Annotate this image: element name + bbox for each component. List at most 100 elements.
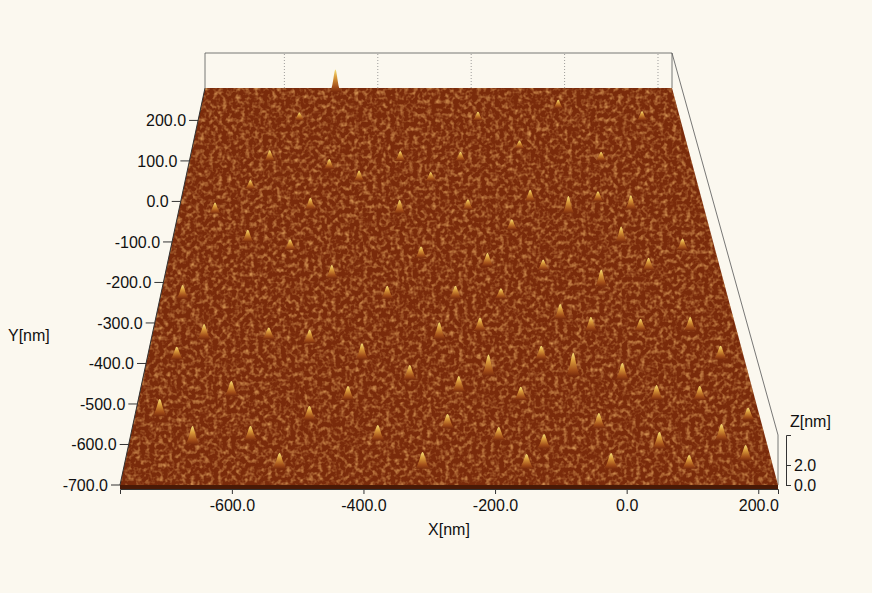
peak [493,288,508,298]
peak [293,112,306,120]
peak [691,386,708,400]
peak [340,386,357,400]
y-tick-mark [180,160,189,161]
x-tick: -600.0 [210,489,255,514]
peak [648,385,665,400]
peak [633,319,649,331]
y-tick-label: -200.0 [106,274,151,291]
peak [352,170,366,181]
surface-texture [120,88,778,485]
surface-edge [120,485,778,489]
peak [651,432,669,449]
peak [184,426,201,444]
z-axis-title: Z[nm] [790,413,831,430]
peak [552,304,568,319]
peak [431,322,447,339]
peak [480,253,495,266]
surface [120,88,778,485]
z-tick: 0.0 [786,477,816,494]
x-tick-mark [627,489,628,494]
peak [369,425,386,440]
peak [602,453,620,469]
peak [624,195,638,209]
peak [636,111,649,120]
y-axis: -700.0-600.0-500.0-400.0-300.0-200.0-100… [63,88,205,494]
grid-line [284,53,285,88]
z-tick-mark [786,465,791,466]
y-tick-mark [111,485,120,486]
peak [261,328,277,340]
x-axis-title: X[nm] [428,521,470,538]
peak [737,445,755,461]
x-axis: -600.0-400.0-200.00.0200.0 [121,489,779,514]
peak [594,152,608,161]
peak [208,202,222,213]
x-tick-label: -600.0 [210,497,255,514]
y-tick-label: -600.0 [71,436,116,453]
x-tick: -200.0 [473,489,518,514]
y-tick-mark [172,201,181,202]
peak [713,424,730,440]
peak [303,198,317,210]
peak [242,426,259,440]
y-tick-mark [163,241,172,242]
x-tick-mark [363,489,364,494]
y-tick-label: -300.0 [97,315,142,332]
peak [536,259,551,270]
peak [454,152,468,161]
z-tick-mark [786,485,791,486]
peak [301,406,318,420]
peak [424,172,438,181]
peak [740,408,757,420]
peak [439,414,456,428]
peak [513,141,526,149]
peak [590,413,607,428]
peak [354,343,370,359]
x-tick: 0.0 [616,489,638,514]
peak [329,70,342,92]
x-tick-label: 200.0 [739,497,779,514]
y-tick-label: -500.0 [80,396,125,413]
peak [675,239,690,251]
z-tick-label: 0.0 [794,477,816,494]
peak [472,318,488,331]
peak [392,200,406,214]
peak [523,190,537,202]
peak [680,455,698,469]
peak [591,191,605,201]
peak [471,112,484,121]
z-tick: 2.0 [786,457,816,474]
peak [614,226,629,242]
peak [594,270,609,287]
peak [196,324,212,339]
peak [450,376,467,392]
y-tick-label: 0.0 [146,193,168,210]
y-tick-label: -400.0 [89,355,134,372]
y-tick-mark [128,403,137,404]
peak [243,180,257,189]
y-tick-mark [154,282,163,283]
peak [518,454,536,469]
peak [533,346,549,360]
peak [240,230,255,242]
peak [283,239,298,250]
frame-line [205,53,672,54]
grid-line [377,53,378,88]
peak [175,285,190,299]
x-tick-mark [758,489,759,494]
peak [505,219,520,229]
y-tick-mark [137,363,146,364]
peak [380,286,395,299]
y-tick-label: 200.0 [146,112,186,129]
chart: -600.0-400.0-200.00.0200.0X[nm]-700.0-60… [0,0,872,593]
peak [223,381,240,396]
peak [641,258,656,271]
peak [302,330,318,343]
peak [682,317,698,331]
peak [414,452,432,469]
x-tick-label: 0.0 [616,497,638,514]
grid-line [657,53,658,88]
peak [583,317,599,331]
peak [565,353,582,376]
x-tick: 200.0 [739,489,779,514]
